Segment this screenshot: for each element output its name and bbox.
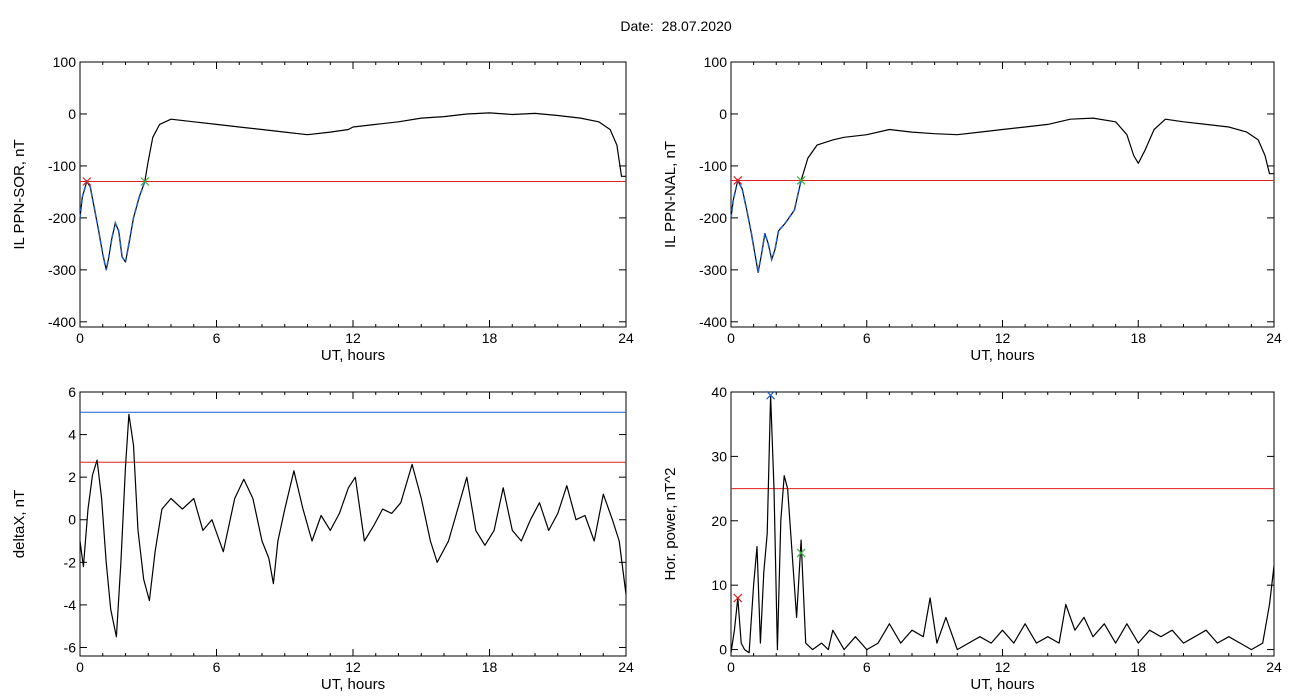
x-tick-label: 6: [213, 659, 221, 675]
x-tick-label: 12: [995, 330, 1011, 346]
marker-green: [140, 177, 150, 186]
series-line: [730, 394, 1275, 654]
x-tick-label: 24: [618, 330, 634, 346]
plot-frame: [730, 391, 1275, 657]
x-tick-label: 24: [1266, 330, 1282, 346]
chart-hor-power: 0 6 12 18 24 40 30 20 10 0 UT, hours Hor. power, nT…: [662, 384, 1282, 693]
y-axis-title: deltaX, nT: [11, 490, 28, 558]
x-axis-title: UT, hours: [321, 347, 385, 364]
x-tick-label: 0: [727, 330, 735, 346]
chart-il-ppn-sor: 0 6 12 18 24 100 0 -100 -200 -300 -400 UT, hours IL …: [11, 54, 634, 364]
highlight-segment: [79, 179, 146, 270]
y-tick-label: 30: [711, 448, 727, 464]
x-tick-label: 0: [727, 659, 735, 675]
y-tick-label: -100: [699, 158, 727, 174]
marker-green: [796, 548, 806, 558]
y-tick-label: 20: [711, 513, 727, 529]
marker-red: [733, 176, 743, 185]
y-tick-label: 10: [711, 577, 727, 593]
y-tick-label: 100: [53, 54, 77, 70]
y-tick-label: -300: [699, 262, 727, 278]
x-tick-label: 6: [863, 659, 871, 675]
y-tick-label: 0: [68, 106, 76, 122]
y-tick-label: -200: [699, 210, 727, 226]
chart-deltax: 0 6 12 18 24 6 4 2 0 -2 -4 -6 UT, hours deltaX, nT: [11, 384, 634, 693]
date-header: Date: 28.07.2020: [0, 18, 1300, 34]
x-tick-label: 18: [482, 330, 498, 346]
x-tick-label: 18: [482, 659, 498, 675]
y-tick-label: -300: [48, 262, 76, 278]
plot-frame: [730, 61, 1275, 328]
x-tick-label: 24: [1266, 659, 1282, 675]
x-tick-label: 12: [345, 330, 361, 346]
y-tick-label: -6: [64, 639, 77, 655]
x-tick-label: 18: [1130, 659, 1146, 675]
x-tick-label: 6: [213, 330, 221, 346]
x-axis-title: UT, hours: [321, 676, 385, 693]
y-tick-label: -200: [48, 210, 76, 226]
y-tick-label: 0: [68, 512, 76, 528]
y-tick-label: 0: [719, 106, 727, 122]
plot-frame: [79, 61, 627, 328]
x-axis-title: UT, hours: [970, 676, 1034, 693]
date-label: Date:: [620, 18, 654, 34]
plot-frame: [79, 391, 627, 657]
x-axis-title: UT, hours: [970, 347, 1034, 364]
y-tick-label: 0: [719, 642, 727, 658]
y-tick-label: 100: [704, 54, 728, 70]
series-line: [730, 117, 1274, 273]
x-tick-label: 0: [76, 659, 84, 675]
marker-red: [733, 593, 743, 603]
marker-green: [796, 176, 806, 185]
series-line: [79, 413, 627, 638]
y-axis-title: Hor. power, nT^2: [662, 468, 679, 581]
marker-blue: [766, 390, 776, 400]
highlight-segment: [730, 178, 802, 273]
y-tick-label: -400: [699, 314, 727, 330]
x-tick-label: 0: [76, 330, 84, 346]
y-axis-title: IL PPN-SOR, nT: [11, 139, 28, 249]
y-tick-label: 2: [68, 469, 76, 485]
chart-il-ppn-nal: 0 6 12 18 24 100 0 -100 -200 -300 -400 UT, hours IL …: [662, 54, 1282, 364]
y-tick-label: 40: [711, 384, 727, 400]
marker-red: [82, 177, 92, 186]
date-value: 28.07.2020: [661, 18, 732, 34]
y-tick-label: -100: [48, 158, 76, 174]
x-tick-label: 24: [618, 659, 634, 675]
x-tick-label: 18: [1130, 330, 1146, 346]
x-tick-label: 12: [345, 659, 361, 675]
y-tick-label: -2: [64, 554, 77, 570]
x-tick-label: 6: [863, 330, 871, 346]
y-tick-label: 6: [68, 384, 76, 400]
x-tick-label: 12: [995, 659, 1011, 675]
y-tick-label: -400: [48, 314, 76, 330]
y-tick-label: 4: [68, 427, 76, 443]
series-line: [79, 112, 626, 271]
y-tick-label: -4: [64, 597, 77, 613]
y-axis-title: IL PPN-NAL, nT: [662, 141, 679, 248]
